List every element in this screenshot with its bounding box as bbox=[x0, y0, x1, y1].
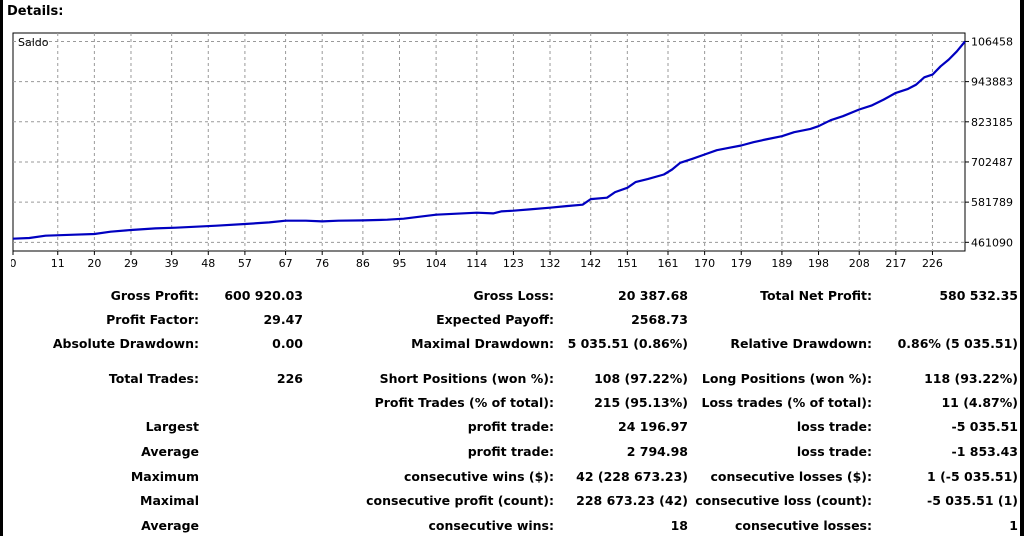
expected-payoff-label: Expected Payoff: bbox=[436, 312, 554, 327]
series-line-saldo bbox=[12, 40, 966, 240]
maximum-label: Maximum bbox=[130, 469, 199, 484]
x-tick-label: 123 bbox=[503, 257, 524, 270]
x-tick-label: 170 bbox=[694, 257, 715, 270]
average-loss-label: loss trade: bbox=[796, 444, 872, 459]
largest-label: Largest bbox=[145, 419, 199, 434]
x-tick-label: 142 bbox=[580, 257, 601, 270]
max-consec-wins-label: consecutive wins ($): bbox=[403, 469, 554, 484]
x-tick-label: 132 bbox=[540, 257, 561, 270]
max-consec-losses-value: 1 (-5 035.51) bbox=[927, 469, 1018, 484]
profit-trades-value: 215 (95.13%) bbox=[594, 395, 688, 410]
profit-factor-value: 29.47 bbox=[263, 312, 303, 327]
total-trades-value: 226 bbox=[276, 371, 303, 386]
x-tick-label: 208 bbox=[849, 257, 870, 270]
maximal-consec-loss-value: -5 035.51 (1) bbox=[927, 493, 1018, 508]
balance-chart: 0 11 20 29 39 48 57 67 76 86 95 104 114 123 132 142 151 1… bbox=[11, 31, 1013, 271]
y-tick-label: 823185 bbox=[971, 116, 1013, 129]
gross-loss-value: 20 387.68 bbox=[618, 288, 688, 303]
profit-trades-label: Profit Trades (% of total): bbox=[374, 395, 554, 410]
x-tick-label: 39 bbox=[165, 257, 179, 270]
balance-chart-svg: 0 11 20 29 39 48 57 67 76 86 95 104 114 123 132 142 151 1… bbox=[11, 32, 1013, 270]
avg-consec-losses-value: 1 bbox=[1009, 518, 1018, 533]
largest-profit-label: profit trade: bbox=[467, 419, 554, 434]
y-tick-label: 461090 bbox=[971, 236, 1013, 249]
y-tick-label: 1064582 bbox=[971, 35, 1013, 48]
maximal-consec-profit-value: 228 673.23 (42) bbox=[576, 493, 688, 508]
x-tick-label: 189 bbox=[771, 257, 792, 270]
loss-trades-value: 11 (4.87%) bbox=[941, 395, 1018, 410]
x-tick-label: 226 bbox=[922, 257, 943, 270]
x-tick-label: 76 bbox=[315, 257, 329, 270]
x-tick-label: 198 bbox=[808, 257, 829, 270]
largest-loss-label: loss trade: bbox=[796, 419, 872, 434]
y-tick-label: 702487 bbox=[971, 156, 1013, 169]
chart-title: Saldo bbox=[18, 36, 49, 49]
maximal-consec-profit-label: consecutive profit (count): bbox=[366, 493, 554, 508]
gross-profit-label: Gross Profit: bbox=[110, 288, 199, 303]
details-title: Details: bbox=[7, 4, 64, 19]
plot-frame bbox=[12, 32, 966, 252]
x-tick-label: 57 bbox=[238, 257, 252, 270]
profit-factor-label: Profit Factor: bbox=[106, 312, 199, 327]
x-tick-label: 151 bbox=[617, 257, 638, 270]
relative-drawdown-label: Relative Drawdown: bbox=[730, 336, 872, 351]
x-tick-label: 86 bbox=[356, 257, 370, 270]
max-consec-wins-value: 42 (228 673.23) bbox=[576, 469, 688, 484]
x-tick-label: 11 bbox=[51, 257, 65, 270]
expected-payoff-value: 2568.73 bbox=[631, 312, 688, 327]
average-loss-value: -1 853.43 bbox=[951, 444, 1018, 459]
average-label: Average bbox=[141, 444, 199, 459]
max-consec-losses-label: consecutive losses ($): bbox=[710, 469, 872, 484]
gross-profit-value: 600 920.03 bbox=[224, 288, 303, 303]
x-tick-label: 161 bbox=[658, 257, 679, 270]
short-positions-label: Short Positions (won %): bbox=[379, 371, 554, 386]
x-tick-label: 0 bbox=[11, 257, 17, 270]
average2-label: Average bbox=[141, 518, 199, 533]
total-net-profit-label: Total Net Profit: bbox=[760, 288, 872, 303]
total-trades-label: Total Trades: bbox=[108, 371, 199, 386]
maximal-drawdown-value: 5 035.51 (0.86%) bbox=[567, 336, 688, 351]
x-tick-label: 67 bbox=[279, 257, 293, 270]
long-positions-label: Long Positions (won %): bbox=[701, 371, 872, 386]
y-tick-label: 943883 bbox=[971, 76, 1013, 89]
avg-consec-wins-value: 18 bbox=[670, 518, 688, 533]
x-tick-label: 20 bbox=[87, 257, 101, 270]
gross-loss-label: Gross Loss: bbox=[473, 288, 554, 303]
x-tick-label: 114 bbox=[466, 257, 487, 270]
x-tick-label: 29 bbox=[124, 257, 138, 270]
absolute-drawdown-label: Absolute Drawdown: bbox=[52, 336, 199, 351]
x-tick-label: 95 bbox=[392, 257, 406, 270]
report-panel: Details: 0 11 20 29 39 48 57 67 76 86 95 104 114 123 1… bbox=[3, 0, 1020, 536]
stats-table: Gross Profit: 600 920.03 Gross Loss: 20 … bbox=[3, 283, 1020, 536]
x-tick-label: 48 bbox=[201, 257, 215, 270]
short-positions-value: 108 (97.22%) bbox=[594, 371, 688, 386]
maximal-label: Maximal bbox=[140, 493, 199, 508]
avg-consec-losses-label: consecutive losses: bbox=[734, 518, 872, 533]
relative-drawdown-value: 0.86% (5 035.51) bbox=[897, 336, 1018, 351]
y-tick-label: 581789 bbox=[971, 196, 1013, 209]
long-positions-value: 118 (93.22%) bbox=[924, 371, 1018, 386]
loss-trades-label: Loss trades (% of total): bbox=[701, 395, 872, 410]
x-tick-label: 179 bbox=[731, 257, 752, 270]
x-tick-label: 104 bbox=[426, 257, 447, 270]
average-profit-value: 2 794.98 bbox=[626, 444, 688, 459]
largest-loss-value: -5 035.51 bbox=[951, 419, 1018, 434]
largest-profit-value: 24 196.97 bbox=[618, 419, 688, 434]
maximal-consec-loss-label: consecutive loss (count): bbox=[695, 493, 872, 508]
average-profit-label: profit trade: bbox=[467, 444, 554, 459]
maximal-drawdown-label: Maximal Drawdown: bbox=[411, 336, 554, 351]
absolute-drawdown-value: 0.00 bbox=[272, 336, 303, 351]
x-tick-label: 217 bbox=[885, 257, 906, 270]
avg-consec-wins-label: consecutive wins: bbox=[428, 518, 554, 533]
total-net-profit-value: 580 532.35 bbox=[939, 288, 1018, 303]
